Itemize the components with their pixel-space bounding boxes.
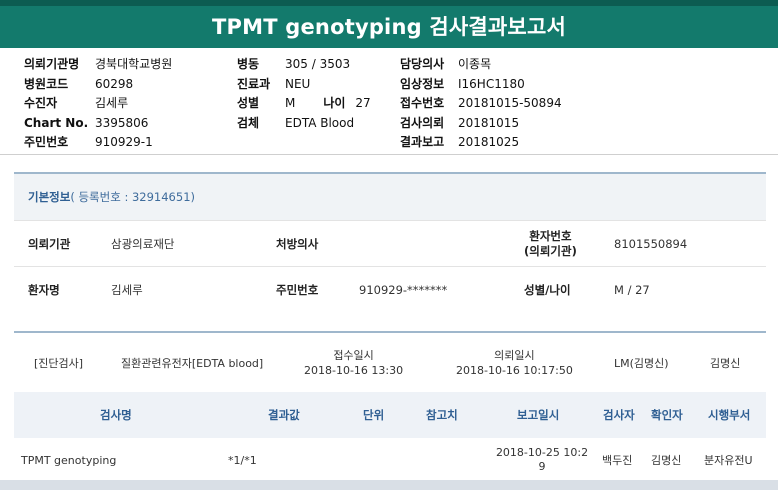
info-value: 김세루 xyxy=(95,96,129,110)
info-label: 의뢰기관명 xyxy=(24,57,80,71)
table-row: TPMT genotyping *1/*1 2018-10-25 10:2 9 … xyxy=(14,438,766,482)
requested-datetime: 의뢰일시 2018-10-16 10:17:50 xyxy=(456,333,573,392)
sex-age-value: M / 27 xyxy=(614,283,650,297)
header-info-col2: 병동 305 / 3503 진료과 NEU 성별 M 나이 27 검체 EDTA Blood xyxy=(237,55,371,133)
basic-info-row-2: 환자명 김세루 주민번호 910929-******* 성별/나이 M / 27 xyxy=(14,266,766,312)
col-checker: 확인자 xyxy=(651,408,683,422)
col-department: 시행부서 xyxy=(708,408,751,422)
header-info-col1: 의뢰기관명 경북대학교병원 병원코드 60298 수진자 김세루 Chart No. 3… xyxy=(24,55,172,153)
basic-info-heading: 기본정보( 등록번호 : 32914651) xyxy=(14,174,766,220)
info-label: 병원코드 xyxy=(24,76,69,91)
info-value: 305 / 3503 xyxy=(285,57,351,71)
info-value-age: 27 xyxy=(355,96,371,110)
info-value: 910929-1 xyxy=(95,135,153,149)
info-label: 진료과 xyxy=(237,76,271,91)
info-value: 경북대학교병원 xyxy=(95,57,173,71)
info-label: 담당의사 xyxy=(400,57,445,71)
info-value: 60298 xyxy=(95,76,134,91)
info-row-request-date: 검사의뢰 20181015 xyxy=(400,114,562,134)
info-row-ssn: 주민번호 910929-1 xyxy=(24,133,172,153)
info-row-sex-age: 성별 M 나이 27 xyxy=(237,94,371,114)
info-label: 결과보고 xyxy=(400,135,445,149)
cell-tester: 백두진 xyxy=(602,454,633,467)
requested-label: 의뢰일시 xyxy=(494,348,535,362)
info-label: Chart No. xyxy=(24,115,89,130)
lab-person: 김명신 xyxy=(710,356,741,370)
info-row-hospital: 의뢰기관명 경북대학교병원 xyxy=(24,55,172,75)
diagnosis-tag: [진단검사] xyxy=(34,356,84,370)
info-value: EDTA Blood xyxy=(285,115,355,130)
received-label: 접수일시 xyxy=(333,348,374,362)
diagnosis-test: 질환관련유전자[EDTA blood] xyxy=(121,356,264,370)
info-value: NEU xyxy=(285,76,311,91)
info-value: I16HC1180 xyxy=(458,76,525,91)
ssn-label: 주민번호 xyxy=(276,283,319,297)
info-value: 3395806 xyxy=(95,115,149,130)
info-label: 수진자 xyxy=(24,96,58,110)
col-reference: 참고치 xyxy=(426,408,458,422)
requested-value: 2018-10-16 10:17:50 xyxy=(456,363,573,377)
cell-report-date: 2018-10-25 10:2 9 xyxy=(492,438,592,482)
info-label: 성별 xyxy=(237,96,260,110)
report-title: TPMT genotyping 검사결과보고서 xyxy=(0,0,778,48)
info-row-specimen: 검체 EDTA Blood xyxy=(237,114,371,134)
info-row-department: 진료과 NEU xyxy=(237,75,371,95)
info-row-receipt-no: 접수번호 20181015-50894 xyxy=(400,94,562,114)
info-row-ward: 병동 305 / 3503 xyxy=(237,55,371,75)
lab-name: LM(김명신) xyxy=(614,356,669,370)
info-label: 접수번호 xyxy=(400,96,445,110)
info-label: 병동 xyxy=(237,57,260,71)
col-test-name: 검사명 xyxy=(100,408,132,422)
info-row-chart-no: Chart No. 3395806 xyxy=(24,114,172,134)
info-label: 주민번호 xyxy=(24,135,69,149)
basic-info-title: 기본정보 xyxy=(28,190,71,204)
info-value: 20181015 xyxy=(458,115,520,130)
info-value: M xyxy=(285,96,296,110)
info-row-doctor: 담당의사 이종목 xyxy=(400,55,562,75)
doctor-label: 처방의사 xyxy=(276,237,319,251)
cell-test-name: TPMT genotyping xyxy=(21,453,117,467)
report-date-line2: 9 xyxy=(538,460,546,473)
received-datetime: 접수일시 2018-10-16 13:30 xyxy=(304,333,403,392)
patient-no-label: 환자번호 (의뢰기관) xyxy=(524,221,577,267)
col-unit: 단위 xyxy=(363,408,385,422)
sex-age-label: 성별/나이 xyxy=(524,283,571,297)
info-label: 검사의뢰 xyxy=(400,115,445,130)
org-label: 의뢰기관 xyxy=(28,237,71,251)
patient-name-value: 김세루 xyxy=(111,283,143,297)
patient-no-value: 8101550894 xyxy=(614,237,688,251)
info-value: 이종목 xyxy=(458,57,492,71)
col-report-date: 보고일시 xyxy=(517,408,560,422)
info-row-clinical: 임상정보 I16HC1180 xyxy=(400,75,562,95)
cell-result: *1/*1 xyxy=(228,453,257,467)
patient-name-label: 환자명 xyxy=(28,283,60,297)
registration-number: ( 등록번호 : 32914651) xyxy=(70,190,195,204)
info-value: 20181015-50894 xyxy=(458,96,562,110)
info-label: 검체 xyxy=(237,115,260,130)
col-result: 결과값 xyxy=(268,408,300,422)
info-label-age: 나이 xyxy=(323,96,346,110)
ssn-value: 910929-******* xyxy=(359,283,448,297)
cell-department: 분자유전U xyxy=(704,454,753,467)
info-row-report-date: 결과보고 20181025 xyxy=(400,133,562,153)
received-value: 2018-10-16 13:30 xyxy=(304,363,404,377)
section-divider xyxy=(0,154,778,155)
basic-info-panel: 기본정보( 등록번호 : 32914651) 의뢰기관 삼광의료재단 처방의사 … xyxy=(14,172,766,312)
report-date-line1: 2018-10-25 10:2 xyxy=(495,446,589,459)
basic-info-row-1: 의뢰기관 삼광의료재단 처방의사 환자번호 (의뢰기관) 8101550894 xyxy=(14,220,766,266)
patient-no-label-line2: (의뢰기관) xyxy=(524,244,577,258)
bottom-edge xyxy=(0,480,778,490)
results-panel: [진단검사] 질환관련유전자[EDTA blood] 접수일시 2018-10-… xyxy=(14,331,766,482)
cell-checker: 김명신 xyxy=(651,454,682,467)
info-value: 20181025 xyxy=(458,135,520,149)
patient-no-label-line1: 환자번호 xyxy=(529,229,572,243)
diagnosis-row: [진단검사] 질환관련유전자[EDTA blood] 접수일시 2018-10-… xyxy=(14,333,766,392)
results-table-header: 검사명 결과값 단위 참고치 보고일시 검사자 확인자 시행부서 xyxy=(14,392,766,438)
info-row-patient: 수진자 김세루 xyxy=(24,94,172,114)
header-info-col3: 담당의사 이종목 임상정보 I16HC1180 접수번호 20181015-50894… xyxy=(400,55,562,153)
org-value: 삼광의료재단 xyxy=(111,237,175,251)
info-label: 임상정보 xyxy=(400,76,445,91)
col-tester: 검사자 xyxy=(603,408,635,422)
info-row-hospital-code: 병원코드 60298 xyxy=(24,75,172,95)
